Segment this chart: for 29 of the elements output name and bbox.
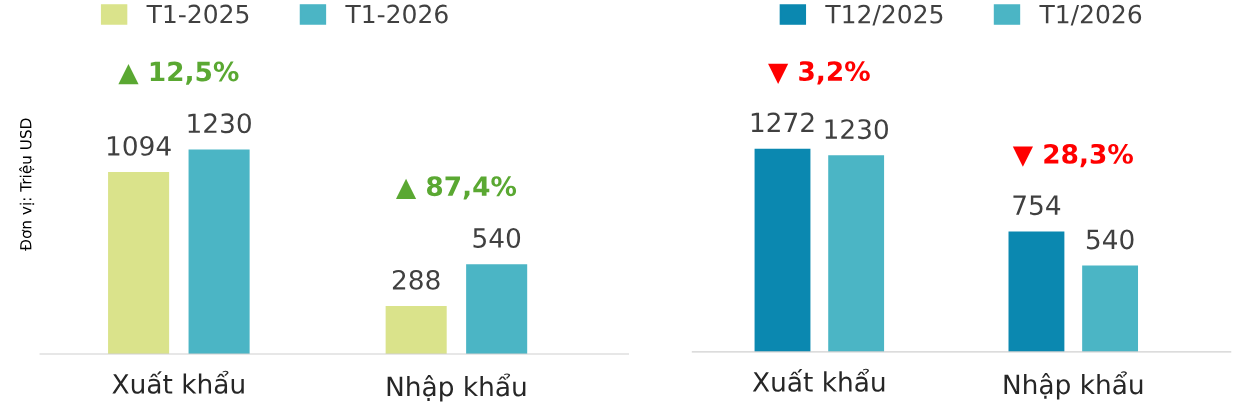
bar [466,264,528,354]
data-label: 288 [392,269,440,290]
bar [188,149,250,354]
data-label: 1272 [751,112,814,133]
bar [754,148,811,352]
legend-label: T1/2026 [1039,4,1142,26]
annotation: ▼ 28,3% [1012,143,1133,168]
y-axis-title: Đơn vị: Triệu USD [19,118,35,251]
bar [828,155,885,352]
text: ▼ 3,2% [768,61,870,85]
data-label: 1230 [188,113,251,134]
data-label: 540 [1086,229,1134,250]
data-label: 1094 [107,135,171,156]
bar [385,306,447,354]
legend-label: T1-2025 [146,4,249,24]
legend-label: T12/2025 [825,4,943,26]
data-label: 754 [1013,195,1061,216]
x-tick-label: Xuất khẩu [752,368,885,392]
bar [1008,231,1065,352]
bar [108,172,170,354]
legend-label: T1-2026 [345,4,448,24]
x-tick-label: Nhập khẩu [1004,371,1143,400]
data-label: 1230 [825,119,888,140]
x-tick-label: Nhập khẩu [387,373,526,402]
text: ▲ 12,5% [118,61,239,85]
annotation: ▲ 87,4% [395,176,517,200]
x-tick-label: Xuất khẩu [112,370,244,394]
data-label: 540 [473,228,521,248]
bar [1082,265,1139,352]
